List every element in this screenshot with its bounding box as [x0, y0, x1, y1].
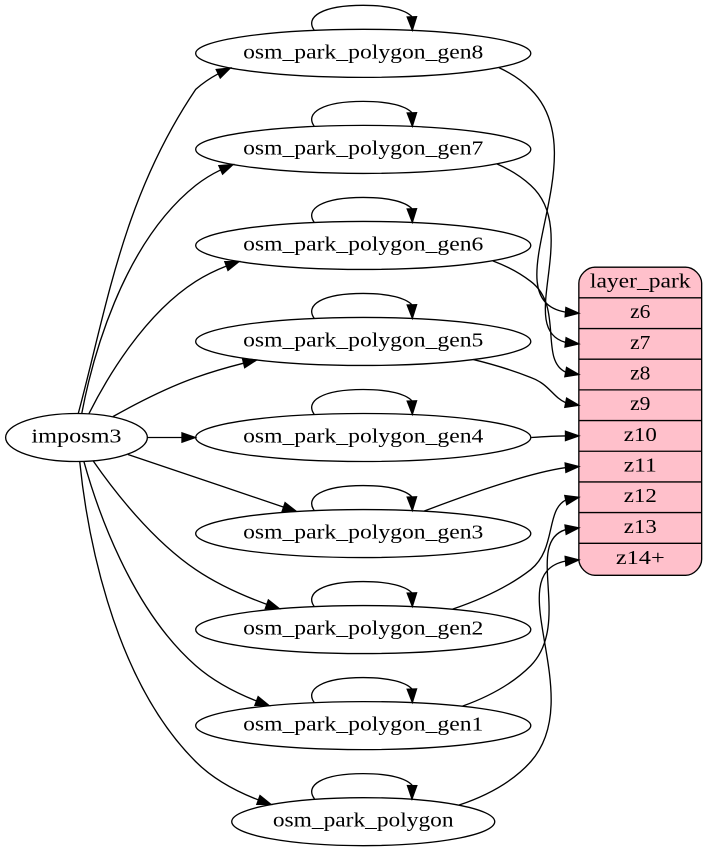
svg-text:osm_park_polygon_gen2: osm_park_polygon_gen2 — [243, 618, 483, 640]
svg-text:osm_park_polygon_gen6: osm_park_polygon_gen6 — [243, 233, 483, 255]
svg-text:osm_park_polygon_gen8: osm_park_polygon_gen8 — [243, 41, 483, 63]
svg-text:z10: z10 — [624, 424, 657, 446]
svg-text:z7: z7 — [630, 332, 650, 354]
svg-text:z14+: z14+ — [616, 547, 665, 569]
svg-text:osm_park_polygon: osm_park_polygon — [273, 810, 454, 832]
svg-text:imposm3: imposm3 — [31, 425, 121, 447]
svg-text:osm_park_polygon_gen3: osm_park_polygon_gen3 — [243, 521, 483, 543]
svg-text:z13: z13 — [624, 516, 657, 538]
svg-text:osm_park_polygon_gen4: osm_park_polygon_gen4 — [243, 425, 483, 447]
svg-text:z12: z12 — [624, 485, 657, 507]
svg-text:osm_park_polygon_gen5: osm_park_polygon_gen5 — [243, 329, 483, 351]
svg-text:osm_park_polygon_gen7: osm_park_polygon_gen7 — [243, 137, 483, 159]
svg-text:z6: z6 — [630, 301, 650, 323]
svg-text:osm_park_polygon_gen1: osm_park_polygon_gen1 — [243, 714, 483, 736]
svg-text:layer_park: layer_park — [590, 270, 692, 292]
svg-text:z11: z11 — [624, 455, 657, 477]
svg-text:z8: z8 — [630, 362, 650, 384]
svg-text:z9: z9 — [630, 393, 650, 415]
